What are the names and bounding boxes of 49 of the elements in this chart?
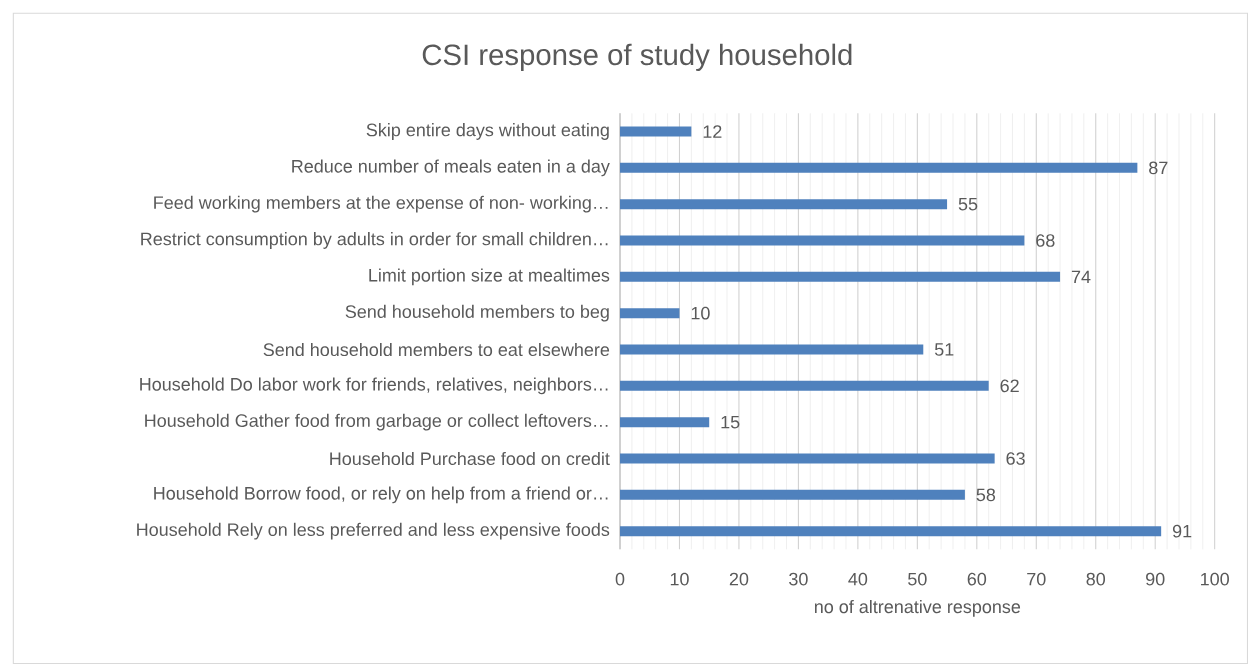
bar [620, 308, 680, 319]
y-tick-label: Household Purchase food on credit [330, 451, 610, 466]
bar [620, 235, 1025, 246]
y-tick-label: Restrict consumption by adults in order for small children… [141, 232, 608, 249]
data-label: 87 [1149, 161, 1168, 175]
x-tick-label: 70 [1027, 572, 1046, 586]
data-label: 68 [1036, 234, 1055, 247]
x-tick-label: 0 [615, 572, 625, 586]
data-label: 15 [721, 415, 740, 429]
data-label: 62 [1000, 379, 1019, 393]
y-tick-label: Household Rely on less preferred and less expensive foods [137, 522, 610, 540]
x-tick-label: 100 [1201, 572, 1229, 586]
data-label: 55 [958, 197, 978, 211]
y-tick-label: Skip entire days without eating [366, 123, 609, 140]
x-tick-label: 40 [848, 572, 868, 586]
data-label: 12 [703, 125, 722, 138]
data-label: 63 [1006, 452, 1025, 465]
y-tick-label: Feed working members at the expense of non- working… [154, 195, 608, 213]
y-tick-label: Household Borrow food, or rely on help from a friend or… [154, 486, 608, 504]
bar [620, 162, 1138, 173]
x-tick-label: 80 [1086, 572, 1106, 586]
y-tick-label: Send household members to beg [345, 304, 609, 322]
bar [620, 526, 1162, 537]
y-tick-label: Household Do labor work for friends, relatives, neighbors… [140, 377, 608, 395]
x-tick-label: 20 [729, 572, 749, 586]
bar [620, 199, 948, 210]
bar [620, 271, 1061, 282]
y-tick-label: Limit portion size at mealtimes [369, 268, 610, 286]
x-tick-label: 90 [1146, 572, 1165, 586]
x-tick-label: 60 [967, 572, 987, 586]
bar [620, 126, 692, 137]
bar [620, 417, 710, 428]
chart-title: CSI response of study household [422, 43, 852, 71]
y-tick-label: Send household members to eat elsewhere [263, 342, 610, 357]
bar [620, 380, 989, 391]
x-tick-label: 50 [908, 572, 927, 586]
x-axis-title: no of altrenative response [814, 599, 1021, 617]
data-label: 58 [976, 488, 996, 502]
x-tick-label: 10 [670, 572, 689, 586]
y-tick-label: Reduce number of meals eaten in a day [292, 159, 610, 177]
bar [620, 489, 965, 500]
bar [620, 453, 995, 464]
data-label: 74 [1071, 270, 1091, 284]
x-tick-label: 30 [789, 572, 808, 586]
y-tick-label: Household Gather food from garbage or collect leftovers… [145, 413, 608, 431]
data-label: 51 [934, 343, 954, 356]
data-label: 10 [691, 306, 710, 320]
data-label: 91 [1172, 524, 1192, 538]
bar [620, 344, 924, 355]
